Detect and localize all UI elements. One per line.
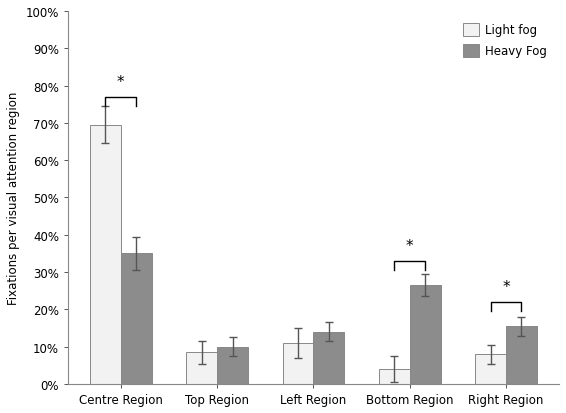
Legend: Light fog, Heavy Fog: Light fog, Heavy Fog — [457, 18, 553, 64]
Text: *: * — [406, 239, 414, 254]
Bar — [379, 369, 410, 384]
Bar — [121, 254, 152, 384]
Bar — [410, 285, 440, 384]
Bar — [217, 347, 248, 384]
Bar — [475, 354, 506, 384]
Bar — [186, 352, 217, 384]
Bar — [90, 126, 121, 384]
Bar — [506, 326, 537, 384]
Bar — [314, 332, 344, 384]
Text: *: * — [117, 75, 125, 90]
Bar — [282, 343, 314, 384]
Text: *: * — [502, 280, 510, 295]
Y-axis label: Fixations per visual attention region: Fixations per visual attention region — [7, 92, 20, 304]
